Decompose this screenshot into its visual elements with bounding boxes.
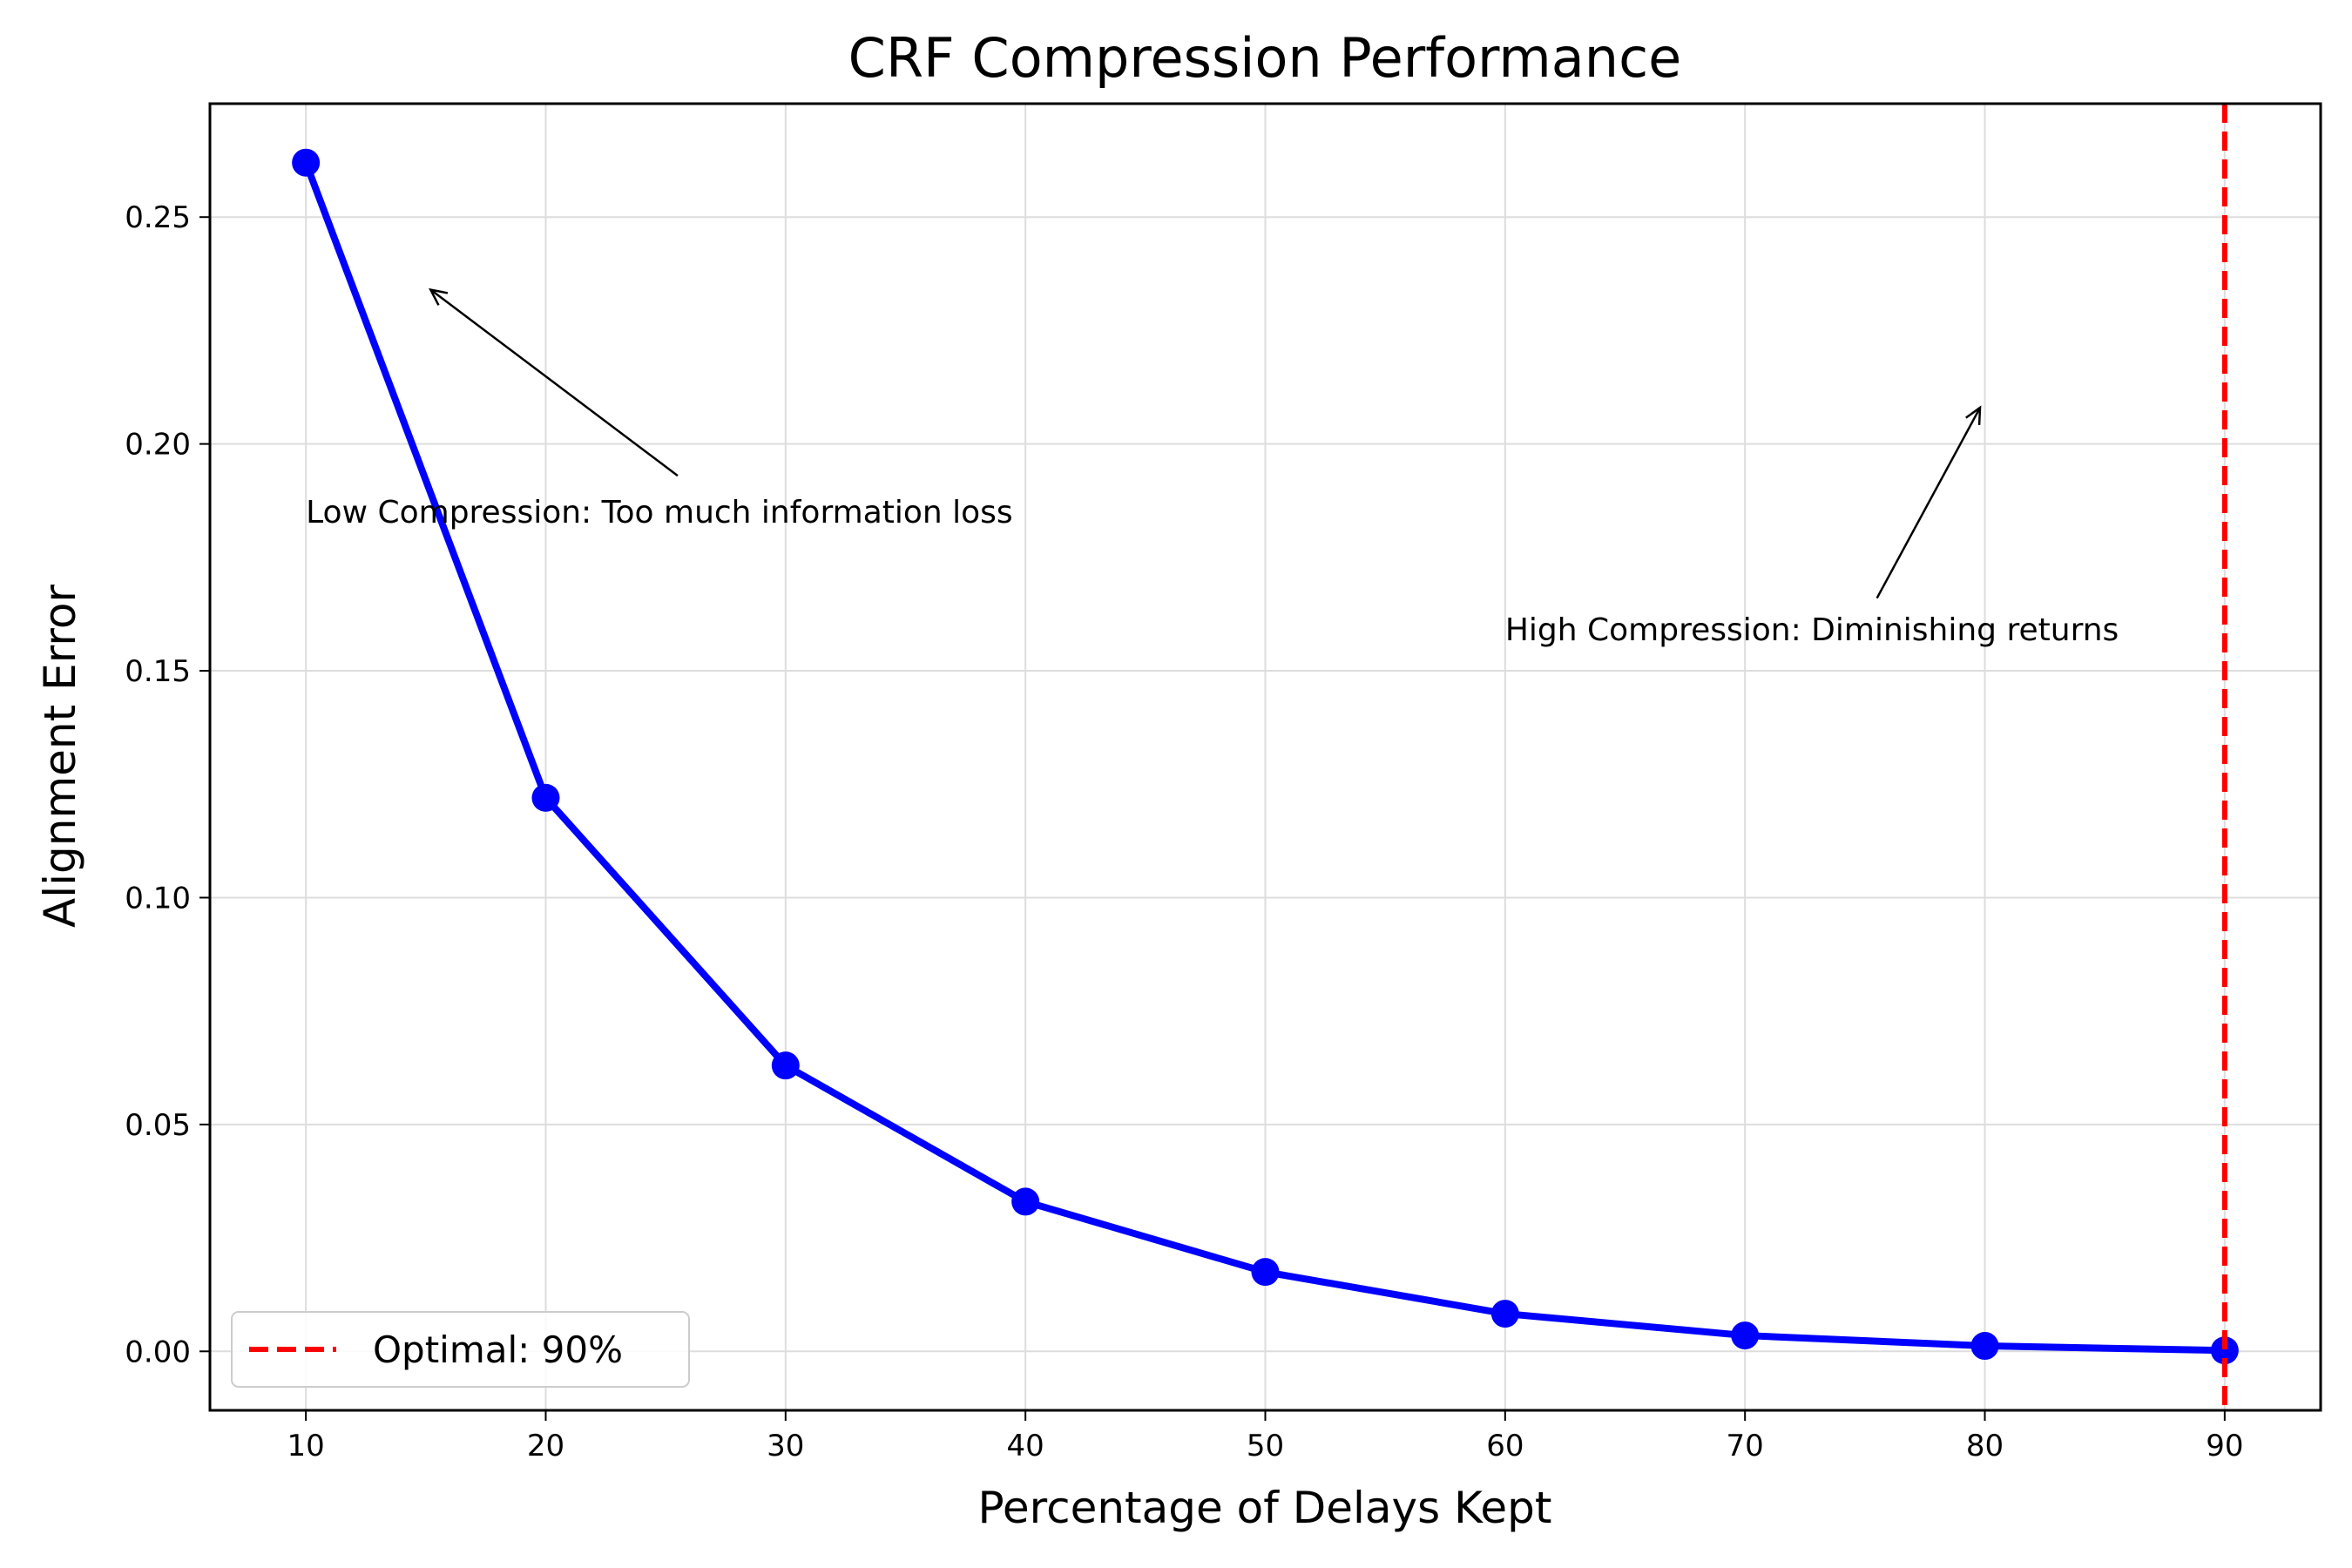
data-point — [1731, 1321, 1760, 1350]
annotation-arrowhead — [1965, 405, 1982, 425]
data-point — [1490, 1300, 1519, 1328]
x-tick-label: 70 — [1727, 1429, 1764, 1463]
data-point — [1970, 1332, 1999, 1361]
x-tick-label: 50 — [1247, 1429, 1284, 1463]
y-tick-label: 0.10 — [125, 881, 191, 916]
data-point — [1251, 1258, 1280, 1287]
data-point — [1011, 1187, 1040, 1216]
y-tick-label: 0.25 — [125, 200, 191, 235]
legend-box — [231, 1311, 690, 1388]
y-tick-label: 0.15 — [125, 654, 191, 689]
legend-label: Optimal: 90% — [373, 1328, 623, 1371]
annotation-arrow — [429, 288, 679, 477]
y-tick-label: 0.00 — [125, 1335, 191, 1369]
y-tick-label: 0.20 — [125, 428, 191, 463]
data-point — [531, 783, 560, 812]
data-point — [292, 148, 321, 177]
x-tick-label: 90 — [2206, 1429, 2243, 1463]
x-tick-label: 20 — [527, 1429, 564, 1463]
x-tick-label: 10 — [287, 1429, 325, 1463]
y-tick-label: 0.05 — [125, 1108, 191, 1143]
x-tick-label: 40 — [1007, 1429, 1044, 1463]
annotations: Low Compression: Too much information lo… — [306, 287, 2119, 648]
axis-ticks: 10 20 30 40 50 60 70 80 90 0.00 0.05 0.10 0.15 0.20 0.… — [125, 200, 2243, 1463]
x-tick-label: 80 — [1966, 1429, 2004, 1463]
data-point — [771, 1051, 800, 1080]
annotation-arrow — [1876, 407, 1982, 599]
annotation-text: High Compression: Diminishing returns — [1505, 612, 2119, 648]
grid — [210, 104, 2321, 1410]
annotation-arrowhead — [429, 287, 449, 306]
chart-title: CRF Compression Performance — [848, 26, 1682, 90]
plot-area — [292, 104, 2239, 1410]
x-axis-label: Percentage of Delays Kept — [978, 1483, 1552, 1533]
annotation-text: Low Compression: Too much information lo… — [306, 495, 1013, 531]
x-tick-label: 30 — [767, 1429, 804, 1463]
legend: Optimal: 90% — [231, 1311, 690, 1388]
data-point — [2210, 1336, 2239, 1365]
x-tick-label: 60 — [1486, 1429, 1524, 1463]
y-axis-label: Alignment Error — [35, 585, 85, 928]
